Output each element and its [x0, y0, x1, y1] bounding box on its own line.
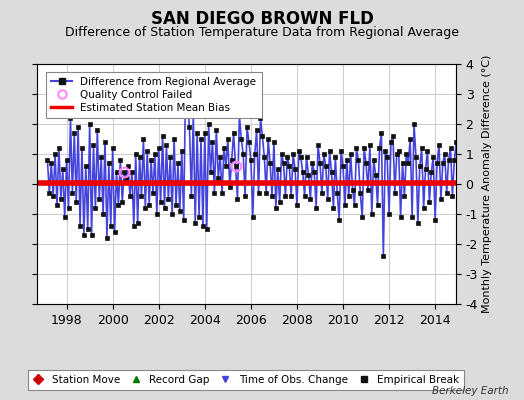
Legend: Station Move, Record Gap, Time of Obs. Change, Empirical Break: Station Move, Record Gap, Time of Obs. C…: [28, 370, 464, 390]
Text: Difference of Station Temperature Data from Regional Average: Difference of Station Temperature Data f…: [65, 26, 459, 39]
Text: SAN DIEGO BROWN FLD: SAN DIEGO BROWN FLD: [150, 10, 374, 28]
Y-axis label: Monthly Temperature Anomaly Difference (°C): Monthly Temperature Anomaly Difference (…: [482, 55, 492, 313]
Text: Berkeley Earth: Berkeley Earth: [432, 386, 508, 396]
